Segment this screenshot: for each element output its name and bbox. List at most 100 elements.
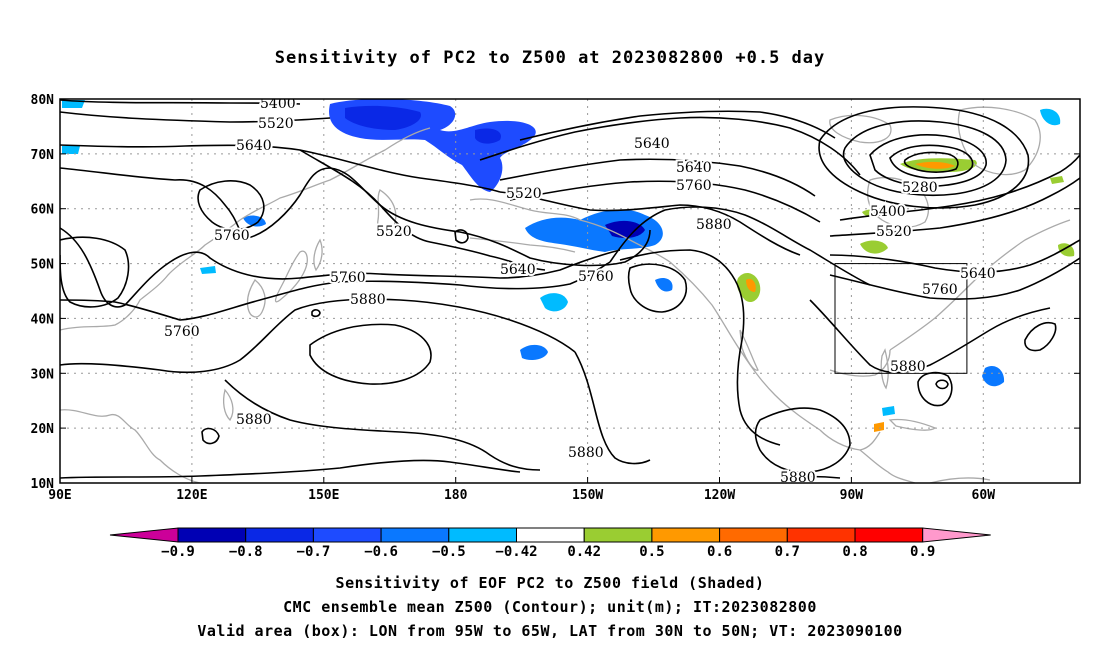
contour-label: 5520 [376,224,412,240]
contour-low-ring5 [903,151,959,173]
caption-line-1: Sensitivity of EOF PC2 to Z500 field (Sh… [335,574,765,592]
coastlines [60,106,1071,483]
contour-5880-tropics [60,459,521,479]
contour-5520-north [479,116,861,176]
colorbar-tick-label: 0.9 [910,544,935,560]
contour-label: 5520 [876,224,912,240]
coast-alaska [469,198,671,263]
lon-label-90w: 90W [840,488,864,503]
lon-label-150w: 150W [572,488,603,503]
colorbar-tick-label: 0.7 [775,544,800,560]
coast-baja [739,329,759,371]
colorbar-segment [719,527,788,543]
colorbar-tick-label: −0.8 [229,544,263,560]
contour-5520-gulf [299,149,546,271]
coast-asia-south [60,409,201,483]
coast-sakhalin [313,238,323,272]
contour-5880-south [224,379,541,471]
contour-label: 5280 [902,180,938,196]
shade-blob-north-pacific [525,209,663,252]
contour-east-5760 [829,257,1080,300]
lat-label-80n: 80N [31,93,55,108]
colorbar-tick-label: 0.42 [567,544,601,560]
colorbar-segment [380,527,450,543]
chart-title: Sensitivity of PC2 to Z500 at 2023082800… [274,48,826,68]
contour-low-japan [197,180,265,231]
contour-5640-north [499,158,816,197]
frame-ticks [60,153,1080,483]
contour-label: 5400 [260,96,296,112]
contour-5400-west [60,99,301,105]
shade-blob-great-lakes [860,240,888,254]
contour-label: 5880 [350,292,386,308]
shade-blob-baja-core [746,278,756,292]
colorbar-tick-label: 0.6 [707,544,732,560]
colorbar-tick-label: 0.5 [639,544,664,560]
shade-blob-gulf-alaska [540,293,568,312]
coast-arctic-islands [829,114,892,144]
coast-philippines [223,388,234,422]
shade-blob-china [200,266,216,274]
coast-japan [274,250,308,303]
colorbar-tick-label: 0.8 [842,544,867,560]
contour-atl-ridge [1024,322,1057,352]
longitude-labels: 90E 120E 150E 180 150W 120W 90W 60W [48,488,995,503]
contour-5880-mid [60,298,576,374]
graticule [60,99,1080,483]
contour-east-5640 [829,239,1080,273]
shade-blob-east-pacific [655,278,673,292]
colorbar-segment [854,527,924,543]
lon-label-120w: 120W [704,488,735,503]
map-frame [59,98,1081,484]
colorbar-segment [312,527,382,543]
latitude-labels: 80N 70N 60N 50N 40N 30N 20N 10N [31,93,55,492]
contour-5760-east [609,206,871,286]
caption-line-2: CMC ensemble mean Z500 (Contour); unit(m… [283,598,817,616]
shade-blob-north-pacific-core [605,220,645,238]
contour-5760-mid [60,261,611,321]
shade-blob-arctic-pacific-core [345,105,421,130]
contour-5640-east [499,191,801,256]
contour-gulf-low [754,407,851,474]
coast-central-america [859,449,916,483]
contour-high-pacific [309,323,432,385]
colorbar-segment [583,527,653,543]
contour-label: 5880 [780,470,816,486]
lat-label-30n: 30N [31,367,55,382]
coast-greenland [957,106,1041,176]
colorbar-segment [786,527,856,543]
contour-5760-north [509,180,821,223]
contour-label: 5880 [890,359,926,375]
contour-5880-east [574,351,651,465]
contour-low-ring4 [889,144,974,179]
colorbar-segment [245,527,314,543]
shade-blob-central-pacific [520,344,548,360]
contour-east-5520 [829,177,1080,237]
shade-blob-atlantic [982,365,1005,387]
contour-label: 5520 [258,116,294,132]
contour-label: 5400 [870,204,906,220]
shade-blob-caribbean [874,422,884,432]
contour-5640-mid [60,227,621,308]
colorbar-tick-label: −0.42 [495,544,537,560]
shade-blob-arctic-atlantic [1040,108,1061,126]
colorbar-tick-label: −0.6 [364,544,398,560]
contour-5760-sea [60,236,130,308]
lat-label-60n: 60N [31,203,55,218]
colorbar-tick-label: −0.7 [297,544,331,560]
contour-closed-low-pacific [627,263,687,313]
coast-cuba [888,418,937,431]
contour-label: 5760 [578,269,614,285]
contour-label: 5640 [634,136,670,152]
contour-label: 5760 [214,228,250,244]
contour-label: 5640 [236,138,272,154]
colorbar-high-end [922,527,991,543]
coast-korea [246,279,266,318]
shade-blob-arctic-pacific-inner [475,128,501,144]
lon-label-120e: 120E [176,488,207,503]
contour-small-high [935,379,949,390]
contour-label: 5760 [922,282,958,298]
contour-east-5400 [839,154,1080,221]
contour-low-ring3 [869,134,987,188]
